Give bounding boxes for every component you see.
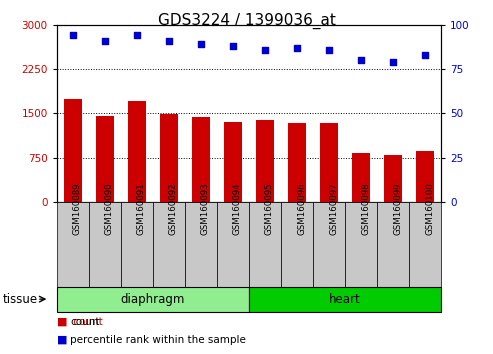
Point <box>101 38 108 44</box>
Text: diaphragm: diaphragm <box>121 293 185 306</box>
Point <box>357 57 365 63</box>
Point <box>325 47 333 52</box>
Point <box>133 33 141 38</box>
Text: GDS3224 / 1399036_at: GDS3224 / 1399036_at <box>158 12 335 29</box>
Bar <box>64 98 81 202</box>
Text: GSM160099: GSM160099 <box>393 182 402 235</box>
Point <box>69 33 77 38</box>
Text: heart: heart <box>329 293 361 306</box>
Point <box>197 41 205 47</box>
Bar <box>160 114 177 202</box>
Text: count: count <box>70 317 100 327</box>
Bar <box>185 202 217 287</box>
Bar <box>385 155 402 202</box>
Bar <box>288 123 306 202</box>
Bar <box>57 287 249 312</box>
Text: GSM160100: GSM160100 <box>425 182 434 235</box>
Bar <box>320 123 338 202</box>
Text: GSM160090: GSM160090 <box>105 182 114 235</box>
Bar <box>89 202 121 287</box>
Bar <box>409 202 441 287</box>
Point <box>293 45 301 51</box>
Point <box>421 52 429 58</box>
Bar <box>313 202 345 287</box>
Bar <box>377 202 409 287</box>
Bar <box>281 202 313 287</box>
Bar <box>192 118 210 202</box>
Bar <box>352 153 370 202</box>
Bar <box>153 202 185 287</box>
Text: GSM160093: GSM160093 <box>201 182 210 235</box>
Point <box>229 43 237 49</box>
Bar <box>417 151 434 202</box>
Text: GSM160098: GSM160098 <box>361 182 370 235</box>
Text: percentile rank within the sample: percentile rank within the sample <box>70 335 246 345</box>
Point <box>261 47 269 52</box>
Text: GSM160091: GSM160091 <box>137 182 146 235</box>
Text: ■  count: ■ count <box>57 317 103 327</box>
Bar <box>249 202 281 287</box>
Text: GSM160092: GSM160092 <box>169 182 178 235</box>
Bar <box>57 202 89 287</box>
Bar <box>256 120 274 202</box>
Text: GSM160096: GSM160096 <box>297 182 306 235</box>
Text: ■: ■ <box>57 317 67 327</box>
Text: GSM160095: GSM160095 <box>265 182 274 235</box>
Bar <box>224 121 242 202</box>
Text: tissue: tissue <box>2 293 37 306</box>
Text: GSM160089: GSM160089 <box>73 182 82 235</box>
Bar <box>121 202 153 287</box>
Text: ■: ■ <box>57 335 67 345</box>
Point <box>389 59 397 65</box>
Text: GSM160094: GSM160094 <box>233 182 242 235</box>
Bar <box>345 202 377 287</box>
Bar <box>249 287 441 312</box>
Bar <box>96 116 113 202</box>
Point <box>165 38 173 44</box>
Bar <box>217 202 249 287</box>
Text: GSM160097: GSM160097 <box>329 182 338 235</box>
Bar <box>128 102 145 202</box>
